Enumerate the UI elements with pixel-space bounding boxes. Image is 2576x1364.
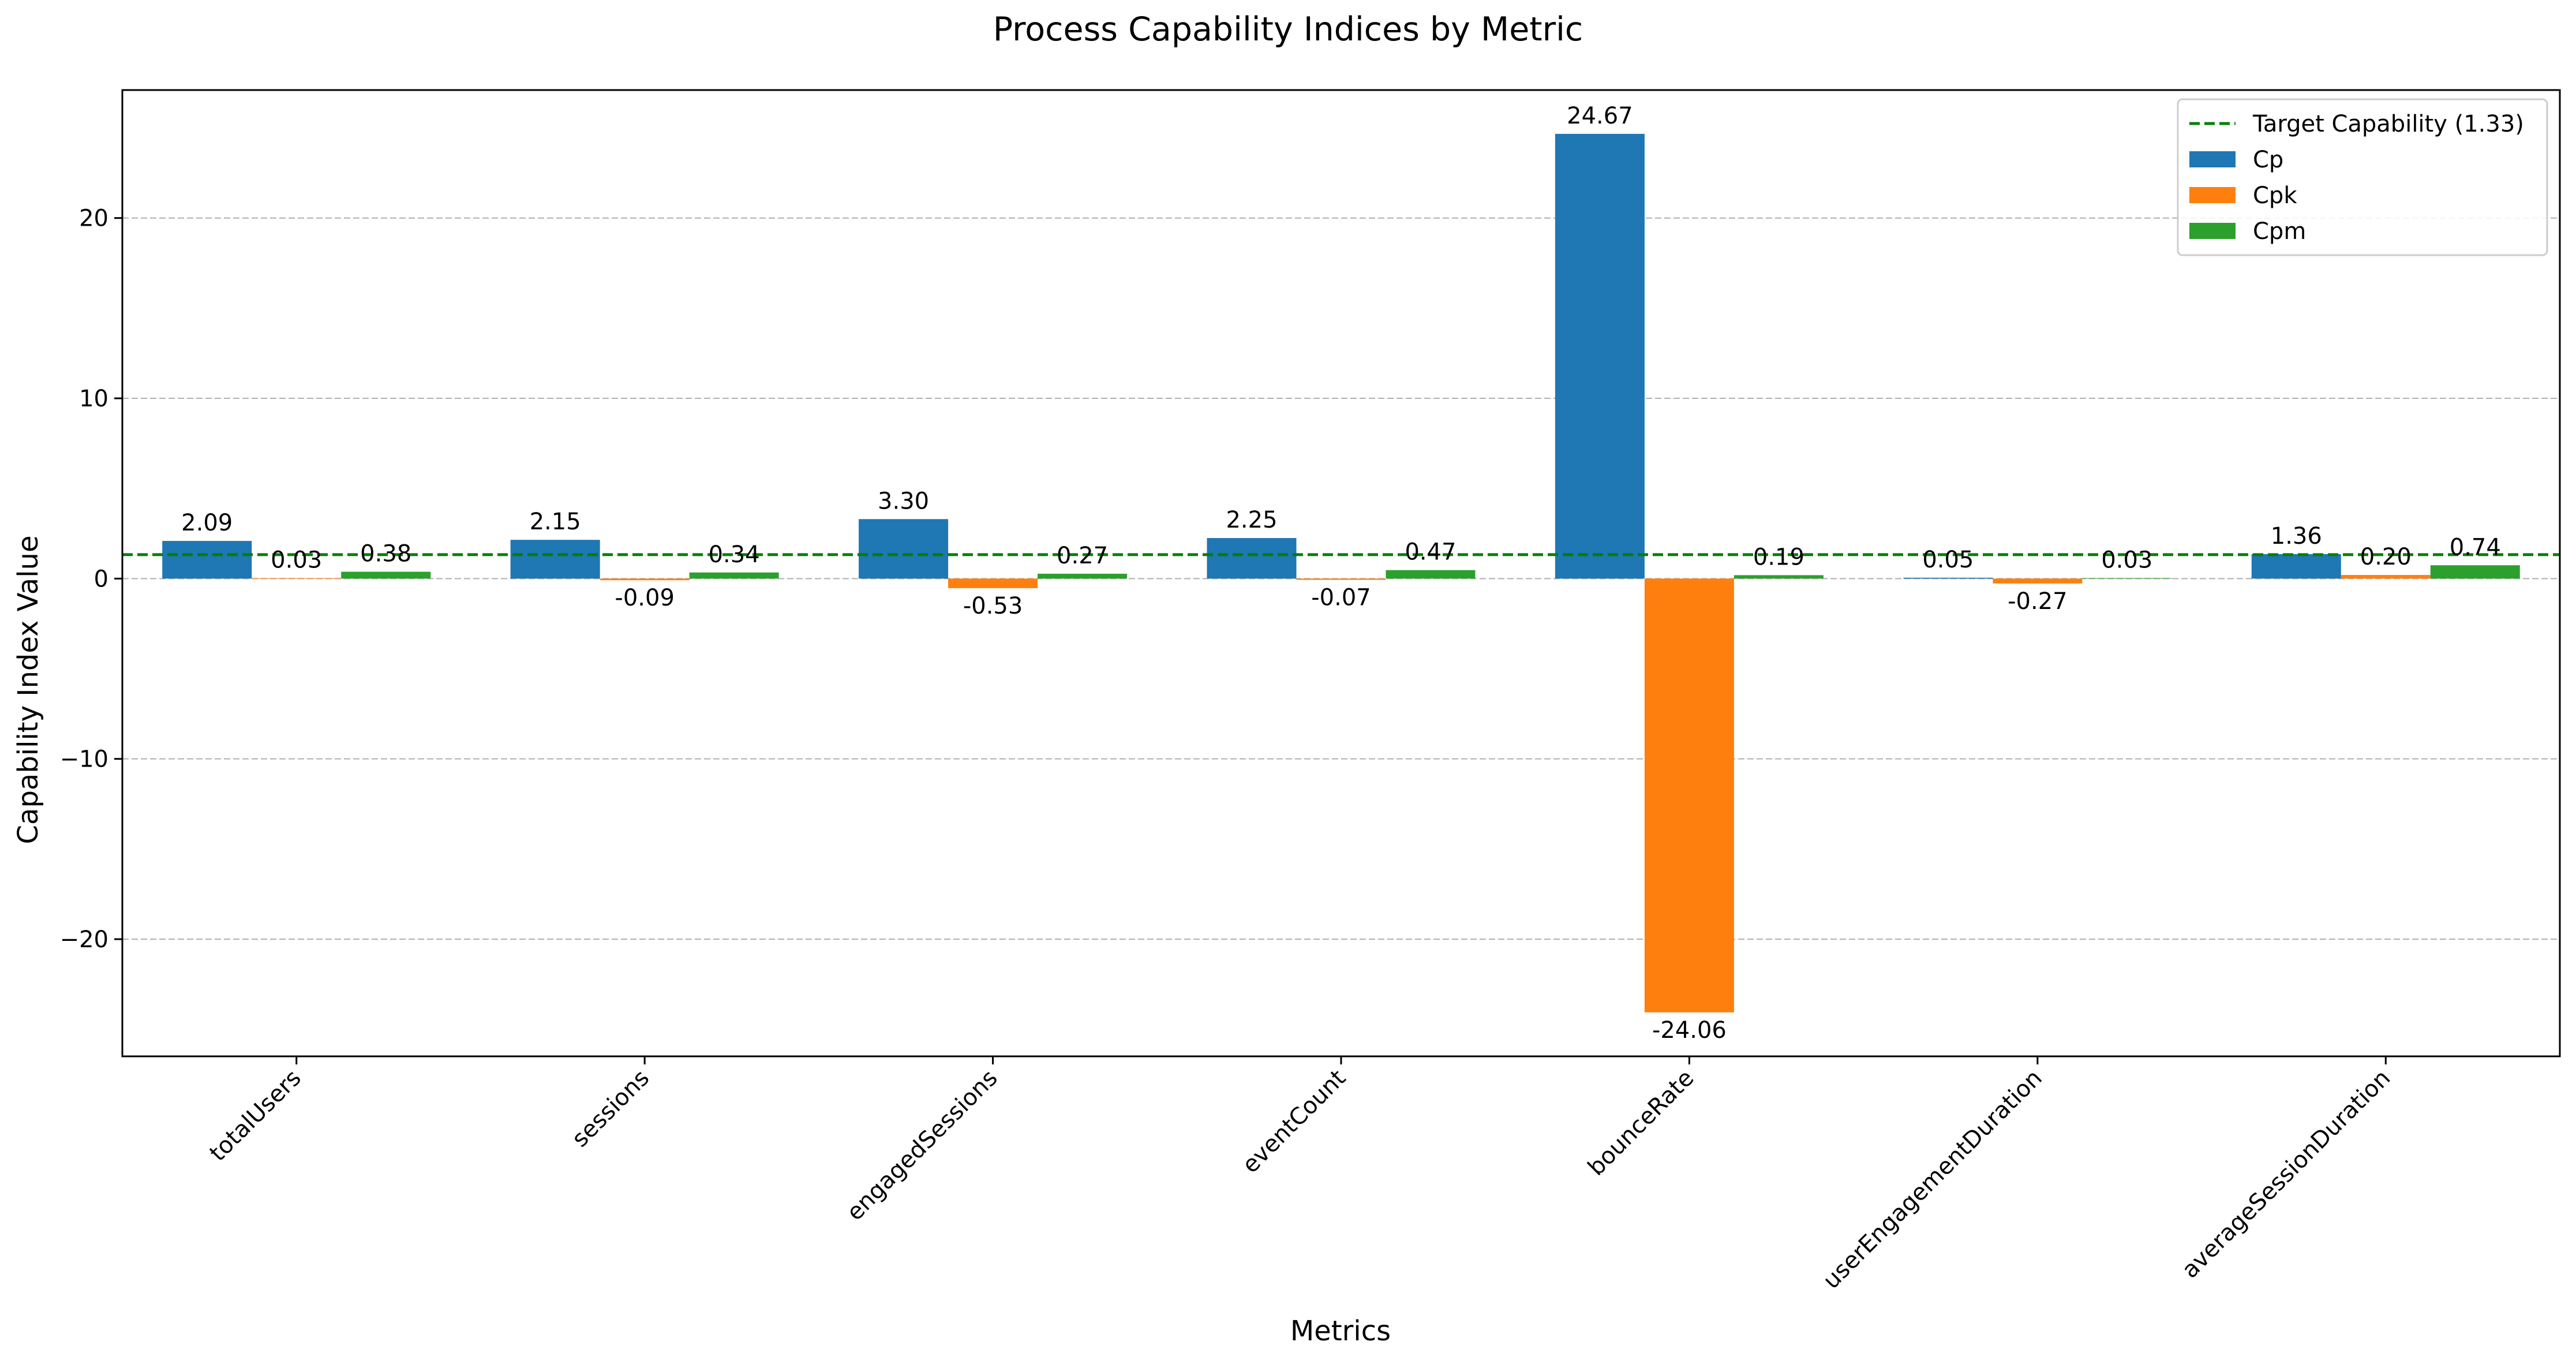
- data-label: -0.09: [615, 585, 675, 611]
- x-axis-title: Metrics: [1290, 1315, 1391, 1347]
- data-label: 0.05: [1922, 547, 1974, 573]
- data-label: -0.53: [963, 593, 1023, 619]
- data-label: 0.19: [1753, 544, 1804, 570]
- data-label: 2.15: [530, 509, 581, 535]
- data-label: 0.03: [2101, 547, 2152, 573]
- bar-cpk: [1993, 578, 2083, 584]
- data-label: 0.74: [2450, 534, 2501, 560]
- data-label: 0.34: [709, 541, 760, 568]
- bar-cpm: [341, 571, 431, 579]
- bar-cp: [1555, 133, 1645, 579]
- legend-label: Cpm: [2253, 218, 2306, 245]
- bars-layer: [162, 133, 2520, 1012]
- chart-title: Process Capability Indices by Metric: [993, 10, 1583, 48]
- legend-swatch-cpk: [2189, 187, 2236, 203]
- bar-cpk: [1296, 578, 1386, 580]
- bar-cpk: [948, 578, 1038, 588]
- data-label: 1.36: [2271, 523, 2322, 550]
- bar-cpm: [2430, 565, 2520, 579]
- bar-cp: [162, 541, 252, 579]
- data-label: 2.25: [1226, 507, 1277, 533]
- y-tick-label: −20: [60, 926, 108, 953]
- y-tick-label: 10: [79, 386, 108, 412]
- x-tick-label: userEngagementDuration: [1818, 1065, 2047, 1294]
- data-labels-layer: 2.09 2.15 3.30 2.25 24.67 0.05 1.36 0.03 -0.09 -0…: [181, 103, 2501, 1044]
- data-label: 0.38: [360, 541, 411, 567]
- bar-cpm: [1733, 575, 1824, 579]
- y-tick-label: −10: [60, 746, 108, 773]
- data-label: 24.67: [1567, 103, 1633, 129]
- bar-cpk: [2341, 575, 2431, 579]
- bar-cp: [1903, 577, 1993, 579]
- data-label: -0.27: [2008, 588, 2068, 615]
- legend-label: Cp: [2253, 147, 2283, 173]
- x-tick-label: totalUsers: [204, 1065, 306, 1167]
- legend-label: Target Capability (1.33): [2252, 111, 2524, 137]
- x-axis: totalUsers sessions engagedSessions eventCo…: [204, 1056, 2395, 1294]
- bar-cpk: [1644, 578, 1734, 1012]
- bar-cp: [859, 519, 949, 579]
- legend-box: [2177, 98, 2548, 256]
- x-tick-label: eventCount: [1237, 1065, 1351, 1179]
- bar-cpm: [1038, 573, 1128, 579]
- data-label: 0.47: [1405, 539, 1456, 566]
- data-label: 3.30: [878, 488, 929, 514]
- legend-swatch-cpm: [2189, 223, 2236, 239]
- bar-cp: [1207, 538, 1297, 579]
- y-axis: −20 −10 0 10 20: [60, 205, 122, 953]
- data-label: -24.06: [1652, 1017, 1727, 1044]
- y-tick-label: 0: [94, 566, 108, 592]
- bar-cpm: [689, 572, 779, 579]
- y-tick-label: 20: [79, 205, 108, 232]
- bar-cpk: [600, 578, 690, 581]
- legend: Target Capability (1.33) Cp Cpk Cpm: [2177, 98, 2548, 256]
- data-label: 0.03: [271, 547, 322, 573]
- bar-cpm: [1386, 570, 1476, 579]
- x-tick-label: engagedSessions: [842, 1065, 1003, 1226]
- data-label: -0.07: [1311, 585, 1371, 611]
- data-label: 0.20: [2360, 544, 2412, 570]
- bar-cp: [2251, 554, 2341, 579]
- x-tick-label: averageSessionDuration: [2177, 1065, 2395, 1284]
- legend-label: Cpk: [2253, 182, 2297, 209]
- data-label: 0.27: [1057, 543, 1108, 569]
- y-axis-title: Capability Index Value: [12, 536, 44, 844]
- x-tick-label: bounceRate: [1583, 1065, 1699, 1181]
- data-label: 2.09: [181, 510, 233, 536]
- bar-cp: [510, 540, 600, 579]
- x-tick-label: sessions: [567, 1065, 654, 1153]
- legend-swatch-cp: [2189, 151, 2236, 167]
